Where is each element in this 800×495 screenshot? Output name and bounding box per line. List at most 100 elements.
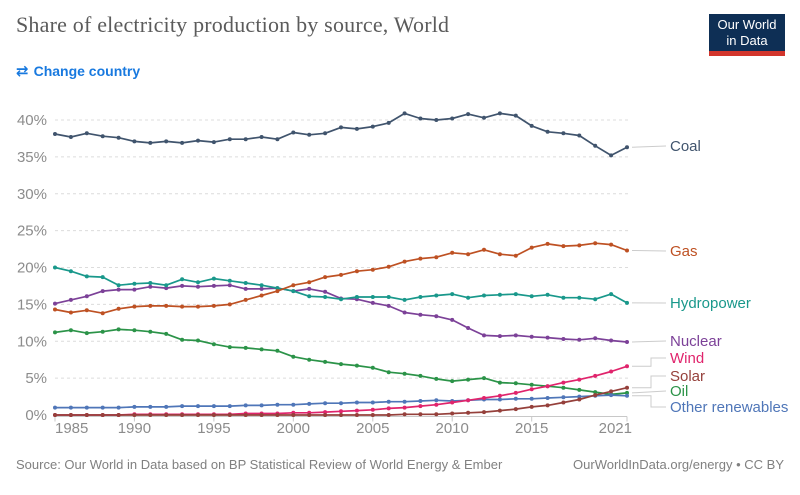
data-point [100, 289, 105, 294]
data-point [227, 278, 232, 283]
data-point [164, 303, 169, 308]
data-point [354, 400, 359, 405]
data-point [418, 312, 423, 317]
data-point [100, 275, 105, 280]
data-point [164, 139, 169, 144]
data-point [243, 286, 248, 291]
data-point [53, 132, 57, 136]
data-point [307, 286, 312, 291]
data-point [577, 397, 582, 402]
y-axis-tick-label: 5% [25, 370, 47, 387]
series-line-gas [54, 242, 628, 315]
data-point [593, 336, 598, 341]
data-point [132, 304, 137, 309]
data-point [593, 143, 598, 148]
data-point [259, 403, 264, 408]
data-point [370, 267, 375, 272]
data-point [577, 243, 582, 248]
data-point [164, 331, 169, 336]
data-point [164, 413, 169, 417]
data-point [323, 275, 328, 280]
data-point [386, 413, 391, 417]
data-point [625, 340, 629, 344]
data-point [482, 247, 486, 252]
data-point [497, 252, 502, 257]
data-point [291, 289, 296, 294]
data-point [609, 292, 614, 297]
data-point [354, 126, 359, 131]
data-point [482, 410, 486, 415]
data-point [561, 337, 566, 341]
data-point [68, 135, 73, 139]
data-point [116, 135, 121, 140]
data-point [482, 115, 486, 120]
data-point [386, 399, 391, 404]
data-point [545, 396, 550, 400]
data-point [434, 398, 439, 403]
data-point [211, 283, 216, 288]
legend-label-other-renewables[interactable]: Other renewables [670, 399, 788, 416]
data-point [339, 297, 343, 302]
data-point [497, 292, 502, 297]
data-point [259, 413, 264, 417]
data-point [148, 281, 153, 285]
y-axis-tick-label: 30% [17, 186, 47, 203]
data-point [370, 124, 375, 129]
data-point [116, 405, 121, 410]
data-point [609, 153, 614, 158]
data-point [323, 410, 328, 415]
data-point [418, 399, 423, 403]
data-point [148, 303, 153, 308]
legend-label-gas[interactable]: Gas [670, 243, 698, 260]
data-point [402, 412, 407, 417]
data-point [482, 376, 486, 381]
series-line-nuclear [54, 284, 628, 343]
data-point [529, 334, 534, 339]
legend-label-solar[interactable]: Solar [670, 368, 705, 385]
data-point [84, 294, 89, 299]
data-point [339, 362, 343, 367]
data-point [418, 412, 423, 417]
data-point [132, 139, 137, 144]
data-point [211, 342, 216, 347]
change-country-link[interactable]: ⇄ Change country [16, 62, 140, 80]
data-point [227, 137, 232, 142]
legend-label-coal[interactable]: Coal [670, 138, 701, 155]
data-point [227, 283, 232, 288]
data-point [148, 329, 153, 334]
data-point [323, 131, 328, 136]
data-point [482, 333, 486, 338]
data-point [434, 255, 439, 260]
footer-link[interactable]: OurWorldInData.org/energy • CC BY [573, 457, 784, 472]
data-point [593, 373, 598, 378]
x-axis-tick-label: 2015 [515, 420, 548, 437]
data-point [434, 376, 439, 381]
data-point [275, 348, 280, 353]
data-point [53, 301, 57, 306]
data-point [402, 111, 407, 116]
data-point [148, 140, 153, 145]
data-point [227, 302, 232, 307]
data-point [497, 111, 502, 116]
data-point [323, 295, 328, 299]
data-point [386, 120, 391, 125]
data-point [132, 281, 137, 286]
data-point [561, 395, 566, 400]
series-other-renewables [53, 393, 629, 410]
data-point [370, 365, 375, 370]
data-point [418, 404, 423, 409]
legend-label-oil[interactable]: Oil [670, 383, 688, 400]
source-note: Source: Our World in Data based on BP St… [16, 457, 503, 472]
data-point [100, 405, 105, 410]
data-point [243, 403, 248, 408]
data-point [180, 277, 185, 282]
data-point [227, 413, 232, 417]
legend-label-nuclear[interactable]: Nuclear [670, 333, 722, 350]
legend-label-hydropower[interactable]: Hydropower [670, 295, 751, 312]
series-wind [53, 364, 629, 417]
legend-label-wind[interactable]: Wind [670, 350, 704, 367]
data-point [323, 401, 328, 406]
owid-logo-line1: Our World [717, 17, 777, 32]
data-point [450, 411, 455, 416]
data-point [275, 137, 280, 142]
